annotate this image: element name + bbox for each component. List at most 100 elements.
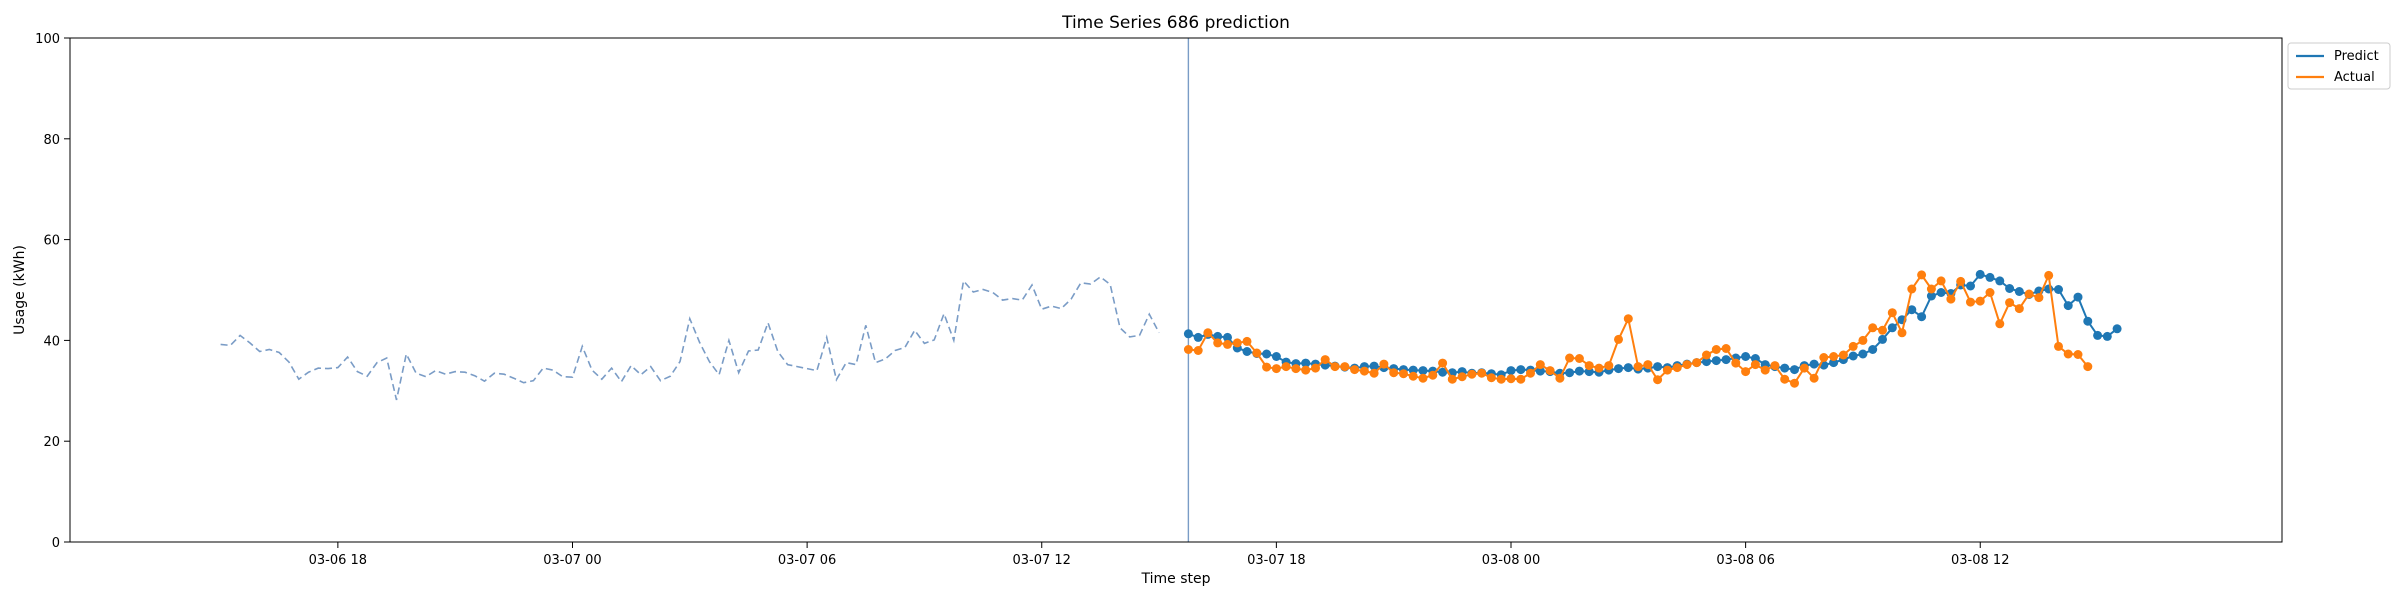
actual-point bbox=[2044, 270, 2054, 280]
actual-point bbox=[2073, 350, 2083, 359]
actual-point bbox=[1741, 367, 1751, 377]
predict-point bbox=[2102, 331, 2112, 341]
x-tick-label: 03-07 06 bbox=[778, 553, 836, 568]
y-axis-label: Usage (kWh) bbox=[12, 245, 28, 335]
actual-point bbox=[1271, 364, 1281, 374]
predict-point bbox=[2005, 284, 2015, 293]
actual-point bbox=[1526, 368, 1535, 378]
actual-point bbox=[1477, 368, 1487, 378]
y-tick-label: 80 bbox=[43, 133, 60, 148]
predict-point bbox=[1790, 365, 1799, 375]
actual-point bbox=[1829, 352, 1839, 361]
legend-label-actual: Actual bbox=[2334, 70, 2375, 85]
predict-point bbox=[1183, 329, 1193, 339]
actual-point bbox=[1408, 371, 1418, 381]
predict-point bbox=[1223, 332, 1232, 342]
history-line bbox=[220, 275, 1160, 401]
x-tick-label: 03-08 00 bbox=[1482, 553, 1540, 568]
actual-point bbox=[2083, 362, 2093, 372]
predict-point bbox=[1848, 351, 1858, 361]
predict-point bbox=[1917, 312, 1927, 322]
predict-point bbox=[1369, 361, 1379, 371]
predict-point bbox=[1868, 345, 1878, 354]
actual-point bbox=[1535, 360, 1545, 370]
actual-point bbox=[1457, 372, 1467, 382]
predict-point bbox=[1887, 323, 1897, 333]
actual-point bbox=[1750, 360, 1760, 370]
actual-point bbox=[1858, 335, 1868, 345]
actual-point bbox=[1643, 360, 1653, 370]
actual-point bbox=[1496, 374, 1506, 384]
actual-point bbox=[1848, 341, 1858, 351]
predict-point bbox=[2054, 285, 2063, 294]
actual-point bbox=[1330, 362, 1340, 372]
actual-point bbox=[1340, 362, 1350, 372]
actual-point bbox=[1223, 339, 1232, 349]
actual-point bbox=[1819, 353, 1829, 362]
x-axis-label: Time step bbox=[1141, 571, 1211, 587]
predict-point bbox=[1653, 362, 1663, 372]
actual-point bbox=[1545, 366, 1555, 376]
y-axis: 0 20 40 60 80 100 bbox=[35, 32, 70, 551]
predict-point bbox=[2093, 330, 2103, 340]
y-tick-label: 0 bbox=[52, 536, 60, 551]
actual-point bbox=[1711, 345, 1721, 354]
actual-point bbox=[1389, 368, 1399, 378]
predict-point bbox=[1878, 334, 1887, 344]
actual-point bbox=[1770, 361, 1780, 371]
actual-point bbox=[1584, 361, 1594, 371]
predict-point bbox=[1858, 349, 1868, 359]
y-tick-label: 40 bbox=[43, 334, 60, 349]
actual-point bbox=[1653, 375, 1663, 385]
actual-point bbox=[1369, 368, 1379, 378]
actual-point bbox=[1623, 314, 1633, 324]
predict-point bbox=[1516, 365, 1526, 375]
actual-point bbox=[1946, 294, 1956, 304]
actual-point bbox=[1985, 288, 1995, 297]
chart-marks bbox=[220, 38, 2122, 542]
predict-point bbox=[1936, 288, 1946, 297]
actual-point bbox=[1838, 350, 1848, 360]
legend-label-predict: Predict bbox=[2334, 49, 2379, 64]
predict-point bbox=[1711, 356, 1721, 366]
actual-point bbox=[1907, 284, 1917, 294]
actual-point bbox=[1917, 270, 1927, 280]
actual-point bbox=[1320, 355, 1330, 365]
actual-point bbox=[1203, 328, 1213, 338]
predict-point bbox=[2112, 324, 2122, 334]
actual-point bbox=[1311, 363, 1320, 373]
predict-point bbox=[1574, 366, 1584, 376]
actual-point bbox=[1301, 365, 1311, 375]
actual-point bbox=[1183, 345, 1193, 354]
predict-point bbox=[1780, 363, 1790, 373]
actual-point bbox=[1868, 323, 1878, 333]
predict-point bbox=[1623, 363, 1633, 373]
plot-area bbox=[69, 37, 2283, 543]
actual-point bbox=[1604, 361, 1614, 371]
actual-point bbox=[1731, 358, 1741, 368]
predict-point bbox=[2083, 316, 2093, 326]
actual-point bbox=[1702, 350, 1711, 360]
predict-point bbox=[1271, 352, 1281, 361]
predict-point bbox=[1702, 357, 1711, 367]
predict-point bbox=[1975, 269, 1985, 279]
actual-point bbox=[1878, 325, 1887, 335]
plot-frame bbox=[69, 37, 2283, 543]
actual-point bbox=[1594, 363, 1604, 373]
actual-point bbox=[1193, 346, 1203, 355]
predict-point bbox=[1926, 291, 1936, 301]
actual-point bbox=[1633, 362, 1643, 372]
predict-point bbox=[1535, 366, 1545, 376]
actual-point bbox=[1242, 336, 1252, 346]
y-tick-label: 60 bbox=[43, 234, 60, 249]
predict-point bbox=[1193, 332, 1203, 342]
actual-point bbox=[1887, 308, 1897, 318]
actual-point bbox=[1565, 353, 1575, 363]
predict-point bbox=[1985, 272, 1995, 282]
predict-point bbox=[1213, 331, 1223, 341]
predict-point bbox=[1966, 281, 1975, 291]
actual-point bbox=[1291, 364, 1301, 374]
predict-point bbox=[1565, 368, 1575, 378]
actual-point bbox=[2005, 298, 2015, 308]
predict-point bbox=[1995, 276, 2005, 286]
